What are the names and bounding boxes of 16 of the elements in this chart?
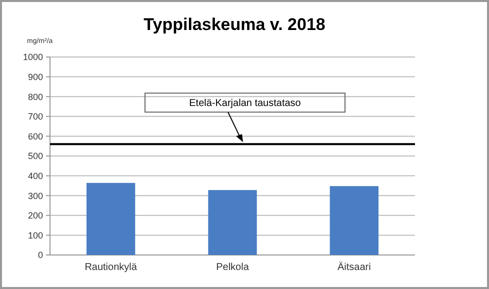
y-tick-label: 1000 xyxy=(22,52,43,62)
x-tick-label: Pelkola xyxy=(216,262,250,273)
y-tick-label: 400 xyxy=(28,170,43,181)
y-tick-label: 0 xyxy=(38,250,43,260)
y-tick-label: 200 xyxy=(28,210,43,221)
x-tick-label: Rautionkylä xyxy=(84,262,138,273)
chart-title: Typpilaskeuma v. 2018 xyxy=(144,15,326,34)
y-tick-label: 700 xyxy=(28,112,43,122)
y-tick-label: 900 xyxy=(28,72,43,82)
ref-line-label: Etelä-Karjalan taustataso xyxy=(189,98,302,110)
y-tick-label: 600 xyxy=(28,131,43,142)
y-tick-label: 800 xyxy=(28,92,43,102)
y-tick-label: 300 xyxy=(28,190,43,201)
x-tick-label: Äitsaari xyxy=(337,261,371,273)
y-tick-label: 100 xyxy=(28,230,43,240)
y-tick-label: 500 xyxy=(28,151,43,162)
